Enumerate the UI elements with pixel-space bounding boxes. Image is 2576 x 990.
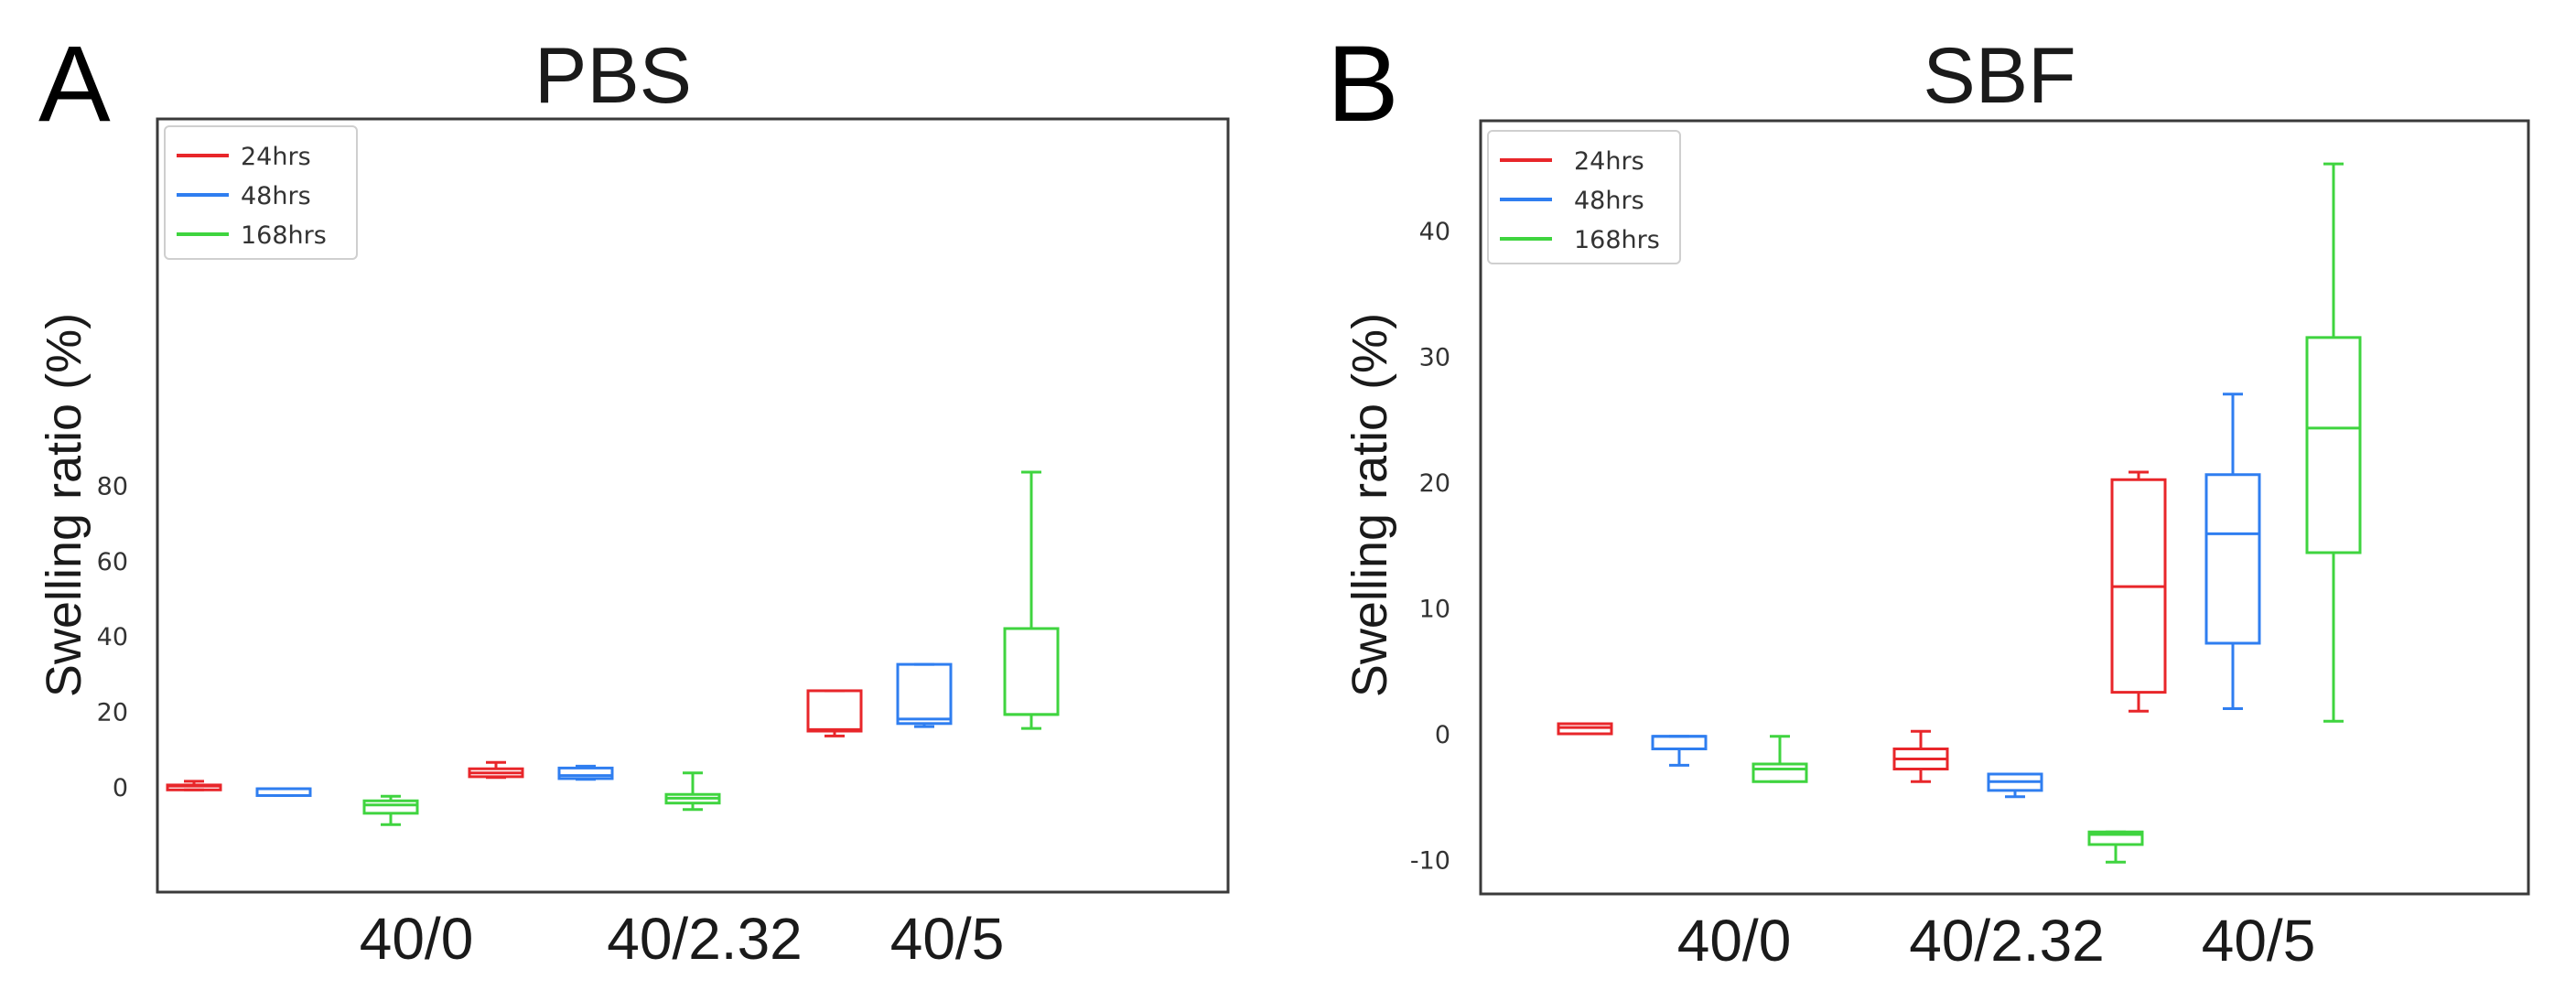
y-axis-label-pbs: Swelling ratio (%) [37, 313, 92, 697]
box-body [2087, 830, 2144, 846]
box-24hrs-40-2-32 [468, 760, 524, 780]
box-body [1651, 735, 1708, 750]
box-48hrs-40-0 [255, 787, 312, 797]
category-label-40-0: 40/0 [360, 906, 474, 972]
legend-box-pbs [164, 125, 358, 260]
y-tick-label: 40 [1419, 218, 1450, 246]
y-tick-label: 60 [97, 548, 128, 576]
y-tick-label: 80 [97, 472, 128, 500]
box-24hrs-40-0 [1557, 722, 1613, 736]
box-body [896, 662, 953, 726]
boxes-sbf [1557, 162, 2362, 864]
y-ticks-sbf: -10 0 10 20 30 40 [1410, 218, 1450, 876]
box-168hrs-40-0 [362, 794, 419, 826]
box-48hrs-40-2-32 [557, 764, 614, 781]
y-ticks-pbs: 0 20 40 60 80 [97, 472, 128, 802]
y-axis-label-sbf: Swelling ratio (%) [1342, 313, 1397, 697]
category-label-40-5: 40/5 [2202, 908, 2316, 974]
box-24hrs-40-2-32 [1892, 729, 1949, 783]
box-body [806, 689, 863, 733]
y-tick-label: 30 [1419, 344, 1450, 372]
category-label-40-5: 40/5 [890, 906, 1005, 972]
panel-letter-b: B [1327, 24, 1399, 145]
panel-letter-a: A [38, 24, 111, 145]
box-168hrs-40-5 [1003, 470, 1060, 730]
boxes-pbs [166, 470, 1060, 826]
y-tick-label: 40 [97, 623, 128, 651]
category-labels-sbf: 40/0 40/2.32 40/5 [1677, 908, 2316, 974]
y-tick-label: 0 [113, 774, 128, 802]
panel-b: B SBF Swelling ratio (%) -10 0 10 20 30 40 40… [1327, 24, 2530, 974]
y-tick-label: 10 [1419, 596, 1450, 624]
box-body [1751, 762, 1808, 783]
chart-title-sbf: SBF [1923, 32, 2075, 120]
y-tick-label: 20 [97, 699, 128, 727]
plot-frame-sbf [1479, 119, 2530, 896]
box-48hrs-40-2-32 [1987, 772, 2043, 799]
box-168hrs-40-0 [1751, 735, 1808, 783]
box-body [362, 799, 419, 815]
plot-frame-pbs [156, 117, 1230, 894]
category-label-40-2-32: 40/2.32 [607, 906, 803, 972]
box-48hrs-40-5 [2204, 393, 2261, 710]
box-body [557, 766, 614, 780]
box-48hrs-40-5 [896, 662, 953, 728]
box-168hrs-40-2-32 [2087, 830, 2144, 864]
box-body [2305, 336, 2362, 554]
legend-label-24hrs: 24hrs [1574, 147, 1644, 176]
box-168hrs-40-5 [2305, 162, 2362, 723]
y-tick-label: 0 [1435, 721, 1450, 749]
legend-label-48hrs: 48hrs [1574, 187, 1644, 215]
category-label-40-2-32: 40/2.32 [1909, 908, 2105, 974]
legend-box-sbf [1487, 130, 1681, 264]
box-body [1003, 627, 1060, 716]
category-labels-pbs: 40/0 40/2.32 40/5 [360, 906, 1005, 972]
chart-title-pbs: PBS [534, 32, 692, 120]
box-168hrs-40-2-32 [664, 771, 721, 812]
legend-sbf: 24hrs 48hrs 168hrs [1487, 130, 1681, 264]
box-24hrs-40-0 [166, 780, 222, 791]
box-body [2204, 473, 2261, 645]
category-label-40-0: 40/0 [1677, 908, 1792, 974]
legend-label-24hrs: 24hrs [241, 143, 311, 171]
box-48hrs-40-0 [1651, 735, 1708, 767]
legend-pbs: 24hrs 48hrs 168hrs [164, 125, 358, 260]
y-tick-label: 20 [1419, 469, 1450, 498]
legend-label-168hrs: 168hrs [241, 221, 327, 250]
legend-label-168hrs: 168hrs [1574, 226, 1660, 254]
box-24hrs-40-5 [2110, 470, 2167, 713]
legend-label-48hrs: 48hrs [241, 182, 311, 210]
box-24hrs-40-5 [806, 689, 863, 737]
y-tick-label: -10 [1410, 847, 1450, 876]
